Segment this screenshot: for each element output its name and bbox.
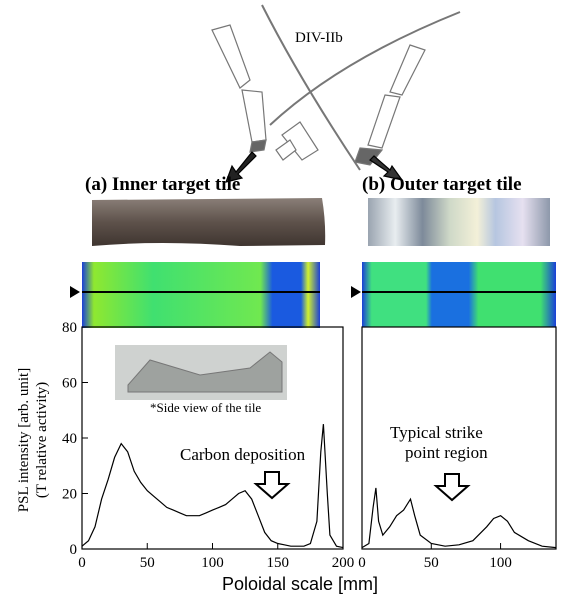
annotation: Carbon deposition <box>180 445 306 464</box>
x-tick-label: 200 <box>332 555 355 571</box>
x-axis-label: Poloidal scale [mm] <box>222 574 378 594</box>
x-tick-label: 0 <box>78 555 86 571</box>
tile-photo <box>368 198 550 246</box>
scan-marker <box>351 286 361 298</box>
y-axis-label: PSL intensity [arb. unit] <box>16 368 32 512</box>
x-tick-label: 100 <box>489 555 512 571</box>
data-line <box>82 424 343 547</box>
figure: DIV-IIb (a) Inner target tile (b) Outer … <box>0 0 577 606</box>
scan-marker <box>70 286 80 298</box>
x-tick-label: 150 <box>267 555 290 571</box>
y-tick-label: 60 <box>62 376 77 392</box>
annotation: Typical strike <box>390 423 483 442</box>
y-tick-label: 20 <box>62 487 77 503</box>
y-tick-label: 40 <box>62 431 77 447</box>
panel-title: (b) Outer target tile <box>362 174 522 195</box>
y-tick-label: 80 <box>62 320 77 336</box>
psl-image <box>82 262 320 328</box>
arrow <box>436 474 468 500</box>
psl-image <box>362 262 556 327</box>
x-tick-label: 50 <box>140 555 155 571</box>
tile-photo <box>92 198 325 246</box>
annotation: point region <box>405 443 488 462</box>
data-line <box>362 488 556 548</box>
panel-title: (a) Inner target tile <box>85 174 240 195</box>
arrow <box>256 472 288 498</box>
x-tick-label: 100 <box>201 555 224 571</box>
x-tick-label: 0 <box>358 555 366 571</box>
x-tick-label: 50 <box>424 555 439 571</box>
y-tick-label: 0 <box>70 542 78 558</box>
page: DIV-IIb (a) Inner target tile (b) Outer … <box>0 0 577 606</box>
inset-caption: *Side view of the tile <box>150 400 261 415</box>
diagram-label: DIV-IIb <box>295 30 343 46</box>
y-axis-label: (T relative activity) <box>34 382 50 498</box>
